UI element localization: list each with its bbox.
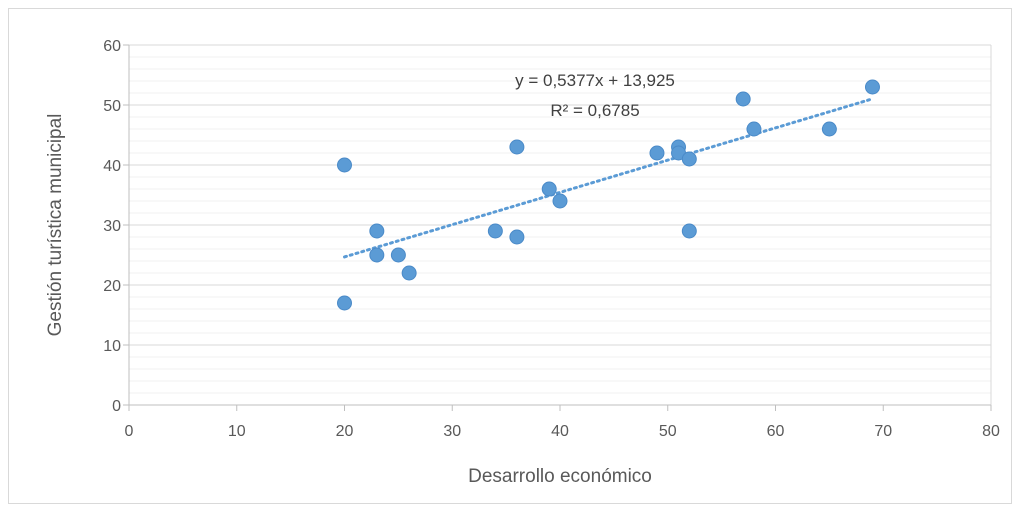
x-tick-label: 60 [767, 423, 785, 440]
trendline [343, 97, 874, 259]
data-point [649, 145, 665, 161]
x-tick-label: 40 [551, 423, 569, 440]
data-point [369, 247, 385, 263]
trendline-r-squared: R² = 0,6785 [550, 101, 639, 120]
data-point [401, 265, 417, 281]
y-tick-label: 20 [103, 278, 121, 295]
data-point [735, 91, 751, 107]
data-point [821, 121, 837, 137]
gridlines [129, 44, 992, 405]
chart-container: 0 10 20 30 40 50 60 0 10 20 30 40 50 60 70 80 y = 0,537… [8, 8, 1012, 504]
x-tick-label: 20 [336, 423, 354, 440]
y-tick-label: 0 [112, 398, 121, 415]
trendline-layer [343, 97, 874, 259]
data-point [369, 223, 385, 239]
data-point [337, 295, 352, 311]
data-point [337, 157, 352, 173]
y-tick-label: 50 [103, 98, 121, 115]
data-point [541, 181, 557, 197]
data-point [509, 229, 525, 245]
data-point [681, 223, 697, 239]
x-tick-label: 10 [228, 423, 246, 440]
data-point [746, 121, 762, 137]
data-points [337, 79, 880, 311]
x-tick-label: 30 [443, 423, 461, 440]
data-point [864, 79, 880, 95]
data-point [681, 151, 697, 167]
y-axis-title: Gestión turística municipal [45, 114, 66, 337]
trendline-equation: y = 0,5377x + 13,925 [515, 71, 675, 90]
y-tick-label: 60 [103, 38, 121, 55]
x-tick-label: 50 [659, 423, 677, 440]
data-point [487, 223, 503, 239]
x-tick-label: 80 [982, 423, 1000, 440]
x-tick-label: 70 [874, 423, 892, 440]
scatter-chart: 0 10 20 30 40 50 60 0 10 20 30 40 50 60 70 80 y = 0,537… [45, 38, 1000, 487]
y-tick-label: 40 [103, 158, 121, 175]
data-point [552, 193, 568, 209]
y-tick-label: 30 [103, 218, 121, 235]
axes: 0 10 20 30 40 50 60 0 10 20 30 40 50 60 70 80 [103, 38, 1000, 440]
x-tick-label: 0 [125, 423, 134, 440]
labels: y = 0,5377x + 13,925 R² = 0,6785 Desarro… [45, 71, 675, 487]
y-tick-label: 10 [103, 338, 121, 355]
x-axis-title: Desarrollo económico [468, 466, 652, 487]
data-point [390, 247, 406, 263]
data-point [509, 139, 525, 155]
